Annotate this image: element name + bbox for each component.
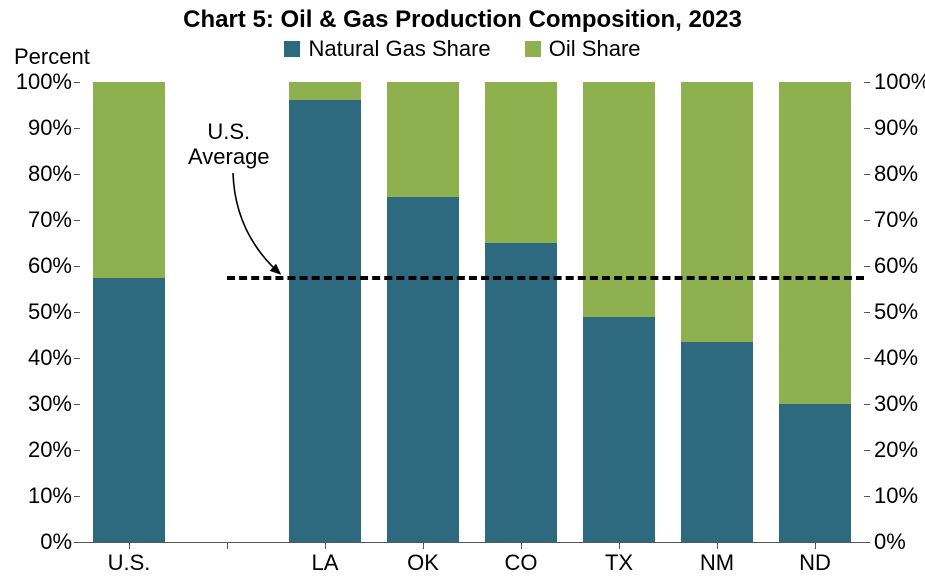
y-axis-title: Percent — [14, 44, 90, 70]
legend-item-gas: Natural Gas Share — [284, 36, 490, 62]
bar-nd — [779, 82, 851, 542]
bar-us — [93, 82, 165, 542]
x-tick — [619, 543, 620, 549]
y-label-left: 90% — [28, 115, 72, 141]
y-tick-left — [74, 542, 80, 543]
y-tick-left — [74, 358, 80, 359]
y-tick-right — [864, 312, 870, 313]
y-tick-right — [864, 266, 870, 267]
y-label-right: 50% — [874, 299, 918, 325]
y-label-left: 10% — [28, 483, 72, 509]
y-tick-left — [74, 174, 80, 175]
y-tick-right — [864, 542, 870, 543]
x-tick — [815, 543, 816, 549]
y-tick-left — [74, 128, 80, 129]
legend: Natural Gas Share Oil Share — [0, 36, 925, 63]
bar-segment-gas — [387, 197, 459, 542]
legend-label-oil: Oil Share — [549, 36, 641, 62]
y-tick-right — [864, 220, 870, 221]
y-tick-left — [74, 220, 80, 221]
x-label: TX — [579, 550, 659, 576]
x-label: OK — [383, 550, 463, 576]
bar-tx — [583, 82, 655, 542]
bar-segment-gas — [681, 342, 753, 542]
y-tick-left — [74, 404, 80, 405]
y-tick-left — [74, 496, 80, 497]
y-tick-left — [74, 266, 80, 267]
bar-co — [485, 82, 557, 542]
x-label: LA — [285, 550, 365, 576]
y-label-right: 90% — [874, 115, 918, 141]
bar-segment-oil — [485, 82, 557, 243]
bar-ok — [387, 82, 459, 542]
y-label-left: 40% — [28, 345, 72, 371]
bar-segment-oil — [583, 82, 655, 317]
y-tick-right — [864, 450, 870, 451]
y-label-right: 10% — [874, 483, 918, 509]
bar-la — [289, 82, 361, 542]
y-tick-right — [864, 174, 870, 175]
bar-nm — [681, 82, 753, 542]
y-label-left: 100% — [16, 69, 72, 95]
x-tick — [129, 543, 130, 549]
bar-segment-gas — [583, 317, 655, 542]
us-average-baseline — [227, 276, 864, 280]
y-label-right: 30% — [874, 391, 918, 417]
chart-title: Chart 5: Oil & Gas Production Compositio… — [0, 6, 925, 34]
y-tick-right — [864, 358, 870, 359]
y-tick-right — [864, 128, 870, 129]
y-label-right: 80% — [874, 161, 918, 187]
bar-segment-gas — [93, 278, 165, 543]
legend-swatch-oil — [525, 41, 541, 57]
x-tick — [325, 543, 326, 549]
legend-label-gas: Natural Gas Share — [308, 36, 490, 62]
x-tick — [227, 543, 228, 549]
x-tick — [423, 543, 424, 549]
y-tick-left — [74, 312, 80, 313]
y-label-right: 70% — [874, 207, 918, 233]
x-tick — [521, 543, 522, 549]
bar-segment-oil — [681, 82, 753, 342]
legend-item-oil: Oil Share — [525, 36, 641, 62]
y-label-left: 80% — [28, 161, 72, 187]
bar-segment-oil — [387, 82, 459, 197]
y-label-right: 20% — [874, 437, 918, 463]
x-label: CO — [481, 550, 561, 576]
y-tick-right — [864, 404, 870, 405]
bar-segment-oil — [289, 82, 361, 100]
y-label-left: 70% — [28, 207, 72, 233]
y-label-left: 60% — [28, 253, 72, 279]
bar-segment-gas — [289, 100, 361, 542]
bar-segment-oil — [779, 82, 851, 404]
y-tick-left — [74, 450, 80, 451]
y-label-right: 100% — [874, 69, 925, 95]
y-tick-left — [74, 82, 80, 83]
us-average-annotation: U.S.Average — [188, 119, 270, 170]
y-label-left: 20% — [28, 437, 72, 463]
y-label-left: 50% — [28, 299, 72, 325]
bar-segment-gas — [779, 404, 851, 542]
y-label-right: 60% — [874, 253, 918, 279]
us-average-arrow-icon — [223, 163, 290, 284]
y-tick-right — [864, 82, 870, 83]
chart-container: Chart 5: Oil & Gas Production Compositio… — [0, 0, 925, 585]
x-label: U.S. — [89, 550, 169, 576]
y-label-left: 30% — [28, 391, 72, 417]
bar-segment-gas — [485, 243, 557, 542]
y-label-right: 0% — [874, 529, 906, 555]
y-label-right: 40% — [874, 345, 918, 371]
y-label-left: 0% — [40, 529, 72, 555]
x-tick — [717, 543, 718, 549]
bar-segment-oil — [93, 82, 165, 278]
legend-swatch-gas — [284, 41, 300, 57]
y-tick-right — [864, 496, 870, 497]
x-label: NM — [677, 550, 757, 576]
x-label: ND — [775, 550, 855, 576]
